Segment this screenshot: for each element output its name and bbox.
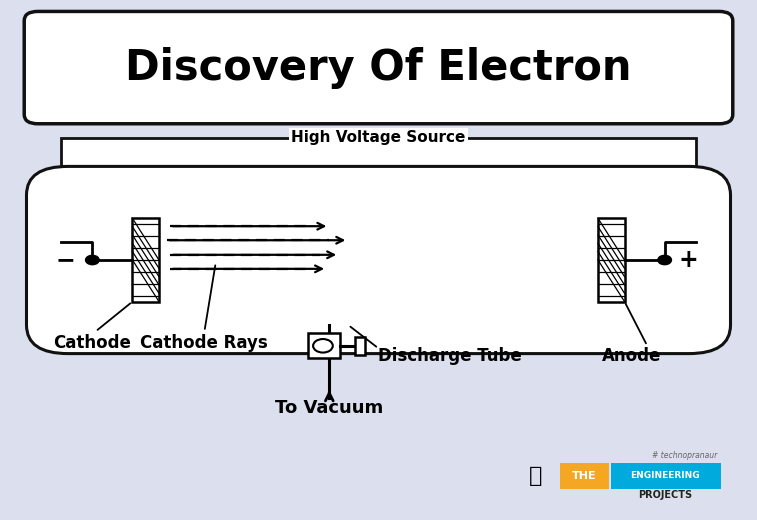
Bar (132, 218, 159, 302)
Circle shape (514, 461, 556, 490)
Text: Cathode Rays: Cathode Rays (140, 265, 268, 353)
Bar (598, 218, 625, 302)
FancyBboxPatch shape (24, 11, 733, 124)
Circle shape (658, 255, 671, 265)
Text: Anode: Anode (603, 347, 662, 365)
Bar (61, 138, 696, 242)
Text: To Vacuum: To Vacuum (276, 399, 383, 417)
Bar (611, 463, 721, 489)
Circle shape (86, 255, 99, 265)
Text: Discharge Tube: Discharge Tube (378, 347, 522, 365)
Circle shape (313, 339, 333, 353)
Text: Discovery Of Electron: Discovery Of Electron (125, 47, 632, 88)
Text: ENGINEERING: ENGINEERING (631, 471, 700, 480)
Bar (308, 333, 340, 358)
Bar (560, 463, 609, 489)
Text: # technopranaur: # technopranaur (653, 450, 718, 460)
Text: −: − (56, 248, 76, 272)
FancyBboxPatch shape (26, 166, 731, 354)
Text: THE: THE (572, 471, 597, 481)
Text: High Voltage Source: High Voltage Source (291, 131, 466, 145)
Text: +: + (679, 248, 699, 272)
Bar (355, 337, 366, 355)
Text: 🤖: 🤖 (528, 466, 542, 486)
Text: Cathode: Cathode (53, 303, 131, 353)
Text: PROJECTS: PROJECTS (638, 490, 693, 500)
